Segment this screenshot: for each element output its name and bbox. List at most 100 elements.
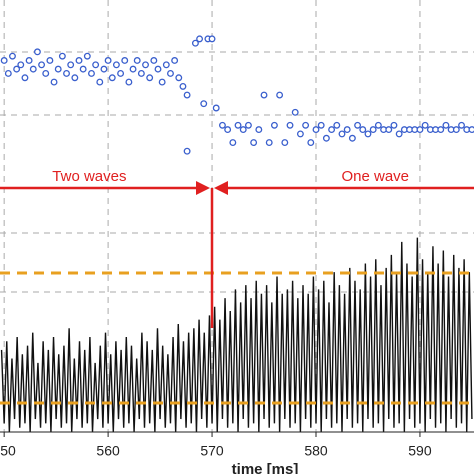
scatter-point [296, 130, 304, 138]
x-tick-label: 560 [96, 443, 120, 459]
scatter-point [137, 69, 145, 77]
wave-arrows [0, 181, 474, 328]
arrow-head [196, 181, 210, 195]
scatter-point [276, 91, 284, 99]
signal-line [0, 237, 473, 433]
scatter-point [158, 78, 166, 86]
scatter-point [212, 104, 220, 112]
annotation: Two waves [52, 168, 126, 185]
horizontal-grid [0, 51, 474, 293]
scatter-point [286, 121, 294, 129]
scatter-point [4, 69, 12, 77]
scatter-point [191, 39, 199, 47]
scatter-point [154, 65, 162, 73]
scatter-point [312, 126, 320, 134]
scatter-point [442, 121, 450, 129]
scatter-point [265, 139, 273, 147]
scatter-point [421, 121, 429, 129]
scatter-point [452, 126, 460, 134]
scatter-point [92, 61, 100, 69]
x-tick-label: 590 [408, 443, 432, 459]
scatter-point [88, 69, 95, 77]
scatter-point [291, 108, 299, 116]
scatter-point [63, 69, 70, 77]
scatter-point [183, 147, 191, 155]
scatter-point [83, 52, 91, 60]
scatter-point [17, 61, 25, 69]
scatter-point [196, 35, 204, 43]
scatter-point [270, 121, 278, 129]
scatter-point [208, 35, 216, 43]
scatter-point [42, 69, 50, 77]
scatter-point [167, 69, 174, 77]
scatter-point [71, 74, 79, 82]
scatter-point [33, 48, 41, 56]
scatter-point [129, 65, 137, 73]
scatter-point [333, 121, 341, 129]
scatter-point [50, 78, 58, 86]
scatter-point [179, 82, 187, 90]
x-tick-label: 580 [304, 443, 328, 459]
scatter-point [385, 126, 393, 134]
scatter-point [54, 65, 62, 73]
scatter-point [307, 139, 315, 147]
scatter-point [104, 57, 112, 64]
scatter-point [133, 57, 141, 64]
scatter-point [468, 126, 474, 134]
scatter-point [142, 61, 149, 69]
scatter-point [458, 121, 465, 129]
scatter-point [58, 52, 66, 60]
scatter-point [162, 61, 170, 69]
scatter-point [21, 74, 29, 82]
scatter-point [364, 130, 372, 138]
scatter-point [218, 121, 226, 129]
scatter-point [75, 57, 83, 64]
scatter-point [171, 57, 179, 64]
scatter-point [395, 130, 403, 138]
x-tick-label: 570 [200, 443, 224, 459]
scatter-point [183, 91, 191, 99]
scatter-point [146, 74, 154, 82]
scatter-point [239, 126, 247, 134]
scatter-point [437, 126, 445, 134]
scatter-point [250, 139, 258, 147]
scatter-point [260, 91, 268, 99]
scatter-point [281, 139, 289, 147]
scatter-point [38, 61, 46, 69]
scatter-point [108, 74, 116, 82]
scatter-point [255, 126, 263, 134]
scatter-point [390, 121, 398, 129]
scatter-point [359, 126, 367, 134]
scatter-point [328, 126, 336, 134]
scatter-point [112, 61, 120, 69]
scatter-point [374, 121, 382, 129]
annotation: One wave [341, 168, 409, 185]
scatter-point [96, 78, 104, 86]
scatter-point [416, 126, 424, 134]
scatter-point [175, 74, 183, 82]
scatter-point [369, 126, 377, 134]
scatter-point [117, 69, 125, 77]
x-tick-label: 550 [0, 443, 16, 459]
scatter-point [348, 134, 356, 142]
scatter-point [343, 126, 351, 134]
scatter-point [100, 65, 108, 73]
scatter-point [200, 100, 208, 108]
scatter-point [354, 121, 362, 129]
scatter-point [317, 121, 325, 129]
scatter-point [150, 57, 158, 64]
x-axis-label: time [ms] [232, 461, 299, 474]
plot-layer: 550 560 570 580 590 [0, 0, 474, 459]
scatter-point [25, 57, 33, 64]
scatter-point [125, 78, 133, 86]
scatter-point [244, 121, 252, 129]
arrow-head [214, 181, 228, 195]
scatter-point [322, 134, 330, 142]
scatter-point [46, 57, 54, 64]
scatter-point [67, 61, 75, 69]
scatter-point [0, 57, 8, 64]
scatter-point [302, 121, 310, 129]
scatter-point [224, 126, 232, 134]
scatter-point [29, 65, 37, 73]
